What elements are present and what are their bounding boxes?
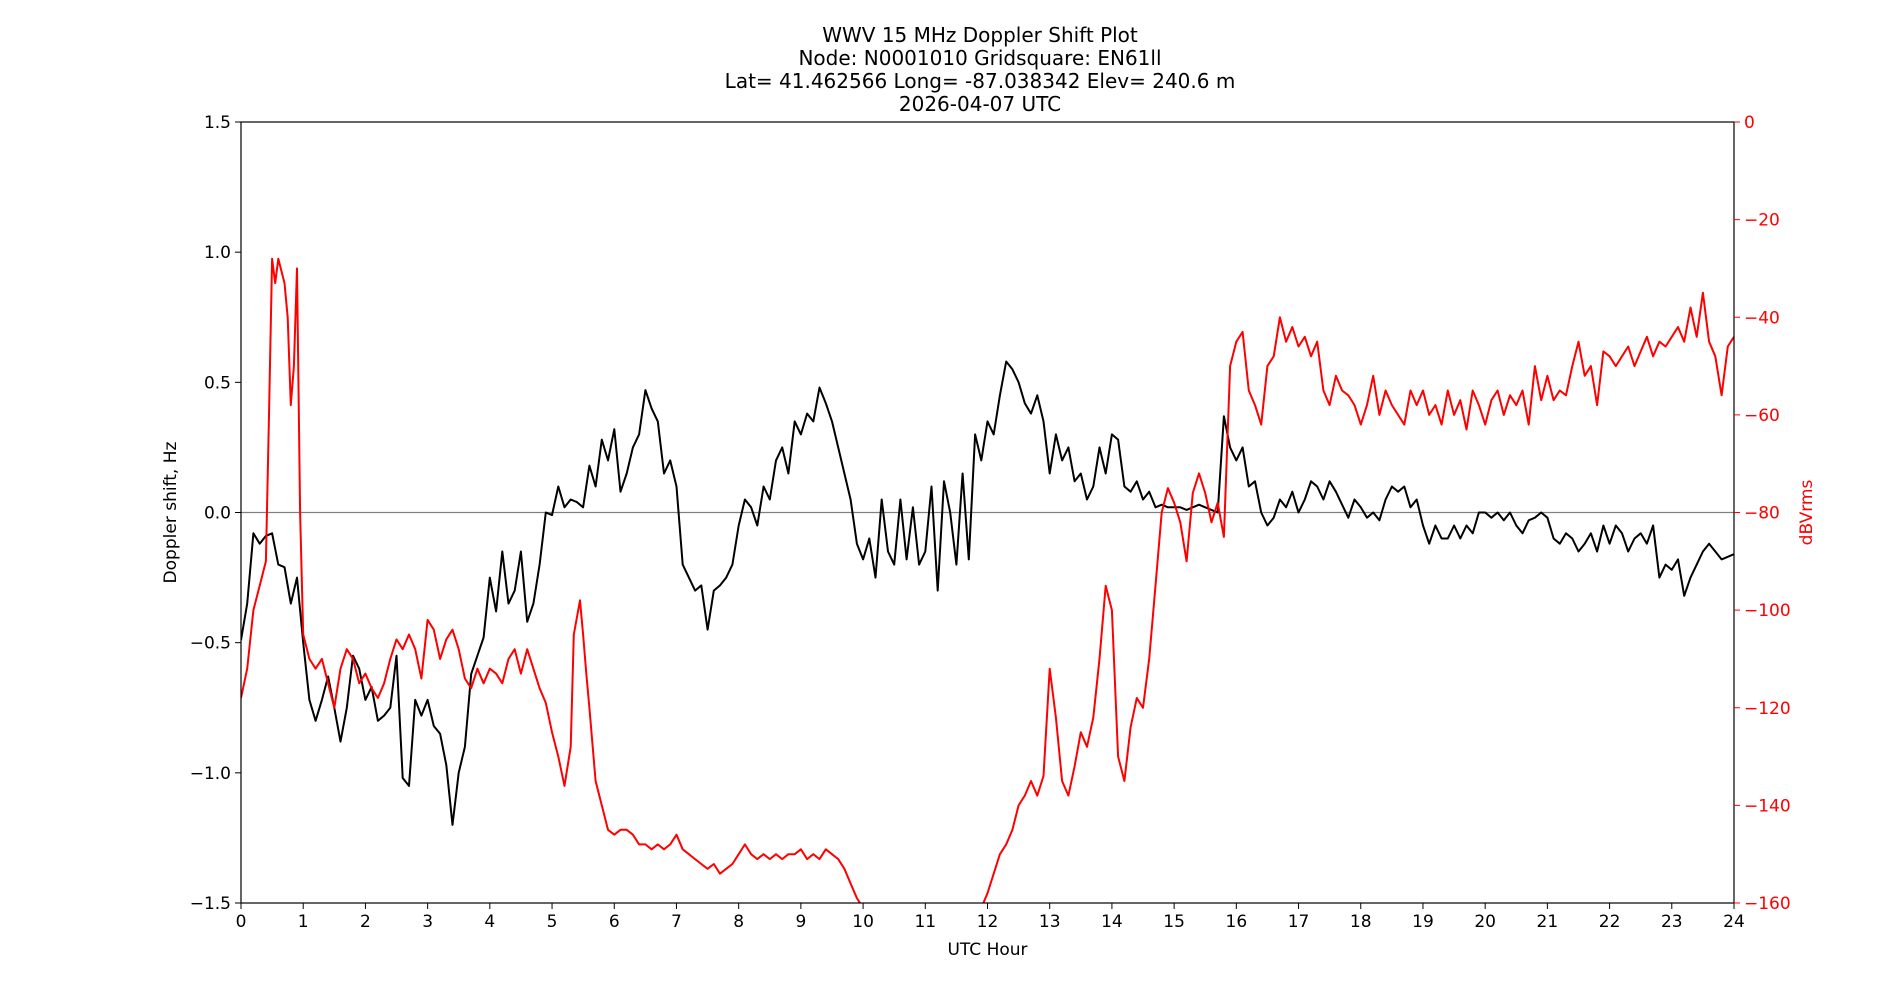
x-tick-label: 9	[795, 912, 806, 932]
x-tick-label: 0	[236, 912, 247, 932]
doppler-series-line	[241, 360, 1734, 826]
x-axis-label: UTC Hour	[947, 940, 1027, 960]
x-tick-label: 19	[1412, 912, 1434, 932]
y-right-tick-label: −100	[1744, 601, 1791, 621]
x-tick-label: 23	[1661, 912, 1683, 932]
title-line-1: WWV 15 MHz Doppler Shift Plot	[822, 23, 1138, 47]
x-tick-label: 15	[1163, 912, 1185, 932]
x-tick-label: 12	[977, 912, 999, 932]
x-tick-label: 10	[852, 912, 874, 932]
x-tick-label: 22	[1599, 912, 1621, 932]
x-tick-label: 8	[733, 912, 744, 932]
y-axis-left: −1.5 −1.0 −0.5 0.0 0.5 1.0 1.5	[190, 113, 241, 914]
y-left-tick-label: 1.5	[204, 113, 231, 133]
y-left-tick-label: −1.5	[190, 894, 231, 914]
y-left-tick-label: −0.5	[190, 634, 231, 654]
title-line-3: Lat= 41.462566 Long= -87.038342 Elev= 24…	[725, 69, 1236, 93]
y-right-tick-label: −40	[1744, 308, 1780, 328]
x-tick-label: 11	[914, 912, 936, 932]
y-right-tick-label: −140	[1744, 796, 1791, 816]
title-line-2: Node: N0001010 Gridsquare: EN61ll	[798, 46, 1161, 70]
y-right-tick-label: −20	[1744, 211, 1780, 231]
y-right-tick-label: −60	[1744, 406, 1780, 426]
y-left-tick-label: −1.0	[190, 764, 231, 784]
x-tick-label: 16	[1226, 912, 1248, 932]
title-line-4: 2026-04-07 UTC	[899, 92, 1061, 116]
power-series-line	[241, 257, 1734, 903]
y-left-tick-label: 1.0	[204, 243, 231, 263]
y-axis-right-label: dBVrms	[1797, 480, 1817, 546]
x-tick-label: 1	[298, 912, 309, 932]
x-tick-label: 6	[609, 912, 620, 932]
chart-title: WWV 15 MHz Doppler Shift Plot Node: N000…	[725, 23, 1236, 116]
series-group	[241, 257, 1734, 903]
y-left-tick-label: 0.5	[204, 373, 231, 393]
y-right-tick-label: −120	[1744, 699, 1791, 719]
x-tick-label: 4	[484, 912, 495, 932]
x-tick-label: 5	[547, 912, 558, 932]
y-right-tick-label: −80	[1744, 504, 1780, 524]
x-tick-label: 18	[1350, 912, 1372, 932]
x-tick-label: 24	[1723, 912, 1745, 932]
x-axis: 0 1 2 3 4 5 6 7 8 9 10 11 12 13 14 15 16 17 18 19 20 21 22 23 24	[236, 903, 1745, 932]
y-axis-left-label: Doppler shift, Hz	[161, 441, 181, 583]
y-right-tick-label: 0	[1744, 113, 1755, 133]
y-right-tick-label: −160	[1744, 894, 1791, 914]
y-left-tick-label: 0.0	[204, 504, 231, 524]
x-tick-label: 2	[360, 912, 371, 932]
x-tick-label: 20	[1474, 912, 1496, 932]
x-tick-label: 14	[1101, 912, 1123, 932]
x-tick-label: 21	[1537, 912, 1559, 932]
x-tick-label: 3	[422, 912, 433, 932]
x-tick-label: 13	[1039, 912, 1061, 932]
y-axis-right: −160 −140 −120 −100 −80 −60 −40 −20 0	[1734, 113, 1791, 914]
x-tick-label: 7	[671, 912, 682, 932]
x-tick-label: 17	[1288, 912, 1310, 932]
